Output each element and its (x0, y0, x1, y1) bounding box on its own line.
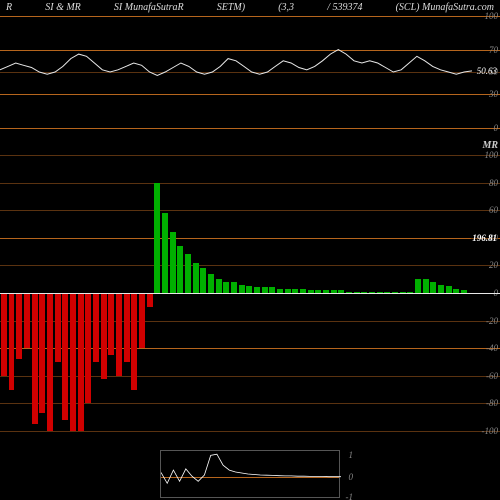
hdr-1: R (6, 2, 12, 14)
mr-bar (124, 293, 130, 362)
mr-bar (39, 293, 45, 413)
mr-current-label: 196.81 (471, 233, 498, 243)
mr-bar (185, 254, 191, 293)
mini-axis-label: -1 (346, 492, 354, 500)
axis-label: 30 (489, 89, 498, 99)
rsi-current-label: 50.63 (476, 66, 498, 76)
gridline (0, 265, 500, 266)
mr-bar (423, 279, 429, 293)
header-row: R SI & MR SI MunafaSutraR SETM) (3,3 / 5… (0, 0, 500, 14)
mr-bar (446, 286, 452, 293)
zero-line (0, 293, 500, 294)
gridline (0, 431, 500, 432)
axis-label: -60 (486, 371, 498, 381)
mr-bar (93, 293, 99, 362)
mr-bar (208, 274, 214, 293)
mr-bar (216, 279, 222, 293)
hdr-7: (SCL) MunafaSutra.com (396, 2, 494, 14)
hdr-6: / 539374 (327, 2, 362, 14)
mr-bar (223, 282, 229, 293)
mr-bar (47, 293, 53, 431)
mr-bar (246, 286, 252, 293)
axis-label: -100 (482, 426, 499, 436)
mr-bar (415, 279, 421, 293)
mr-bar (70, 293, 76, 431)
mr-bar (438, 285, 444, 293)
gridline (0, 155, 500, 156)
mr-bar (9, 293, 15, 390)
mr-bar (55, 293, 61, 362)
mr-bar (116, 293, 122, 376)
mr-bar (32, 293, 38, 424)
mr-bar (154, 183, 160, 293)
mini-panel: 10-1 (160, 450, 340, 498)
mini-axis-label: 1 (349, 450, 354, 460)
mr-panel: 100806040200-20-40-60-80-100196.81 (0, 155, 500, 431)
hdr-3: SI MunafaSutraR (114, 2, 184, 14)
axis-label: 100 (485, 11, 499, 21)
mr-bar (108, 293, 114, 355)
mr-bar (101, 293, 107, 379)
mr-bar (170, 232, 176, 293)
gridline (0, 128, 500, 129)
axis-label: 20 (489, 260, 498, 270)
axis-label: 60 (489, 205, 498, 215)
mr-bar (147, 293, 153, 307)
hdr-5: (3,3 (278, 2, 294, 14)
rsi-panel: 100705030050.63 (0, 16, 500, 128)
mr-bar (1, 293, 7, 376)
mr-bar (239, 285, 245, 293)
axis-label: 100 (485, 150, 499, 160)
gridline (0, 210, 500, 211)
mr-bar (131, 293, 137, 390)
hdr-2: SI & MR (45, 2, 81, 14)
axis-label: 70 (489, 45, 498, 55)
mini-axis-label: 0 (349, 472, 354, 482)
mr-bar (193, 263, 199, 293)
gridline (0, 238, 500, 239)
mr-bar (177, 246, 183, 293)
mr-bar (24, 293, 30, 348)
axis-label: -40 (486, 343, 498, 353)
mr-bar (85, 293, 91, 403)
mr-bar (78, 293, 84, 431)
axis-label: -80 (486, 398, 498, 408)
gridline (0, 183, 500, 184)
mr-bar (139, 293, 145, 348)
axis-label: 0 (494, 123, 499, 133)
mr-bar (231, 282, 237, 293)
mini-line-chart (161, 451, 341, 499)
mr-bar (162, 213, 168, 293)
axis-label: -20 (486, 316, 498, 326)
rsi-line (0, 16, 472, 128)
mr-bar (200, 268, 206, 293)
axis-label: 80 (489, 178, 498, 188)
mr-bar (16, 293, 22, 359)
mr-bar (430, 282, 436, 293)
mr-bar (62, 293, 68, 420)
hdr-4: SETM) (217, 2, 245, 14)
